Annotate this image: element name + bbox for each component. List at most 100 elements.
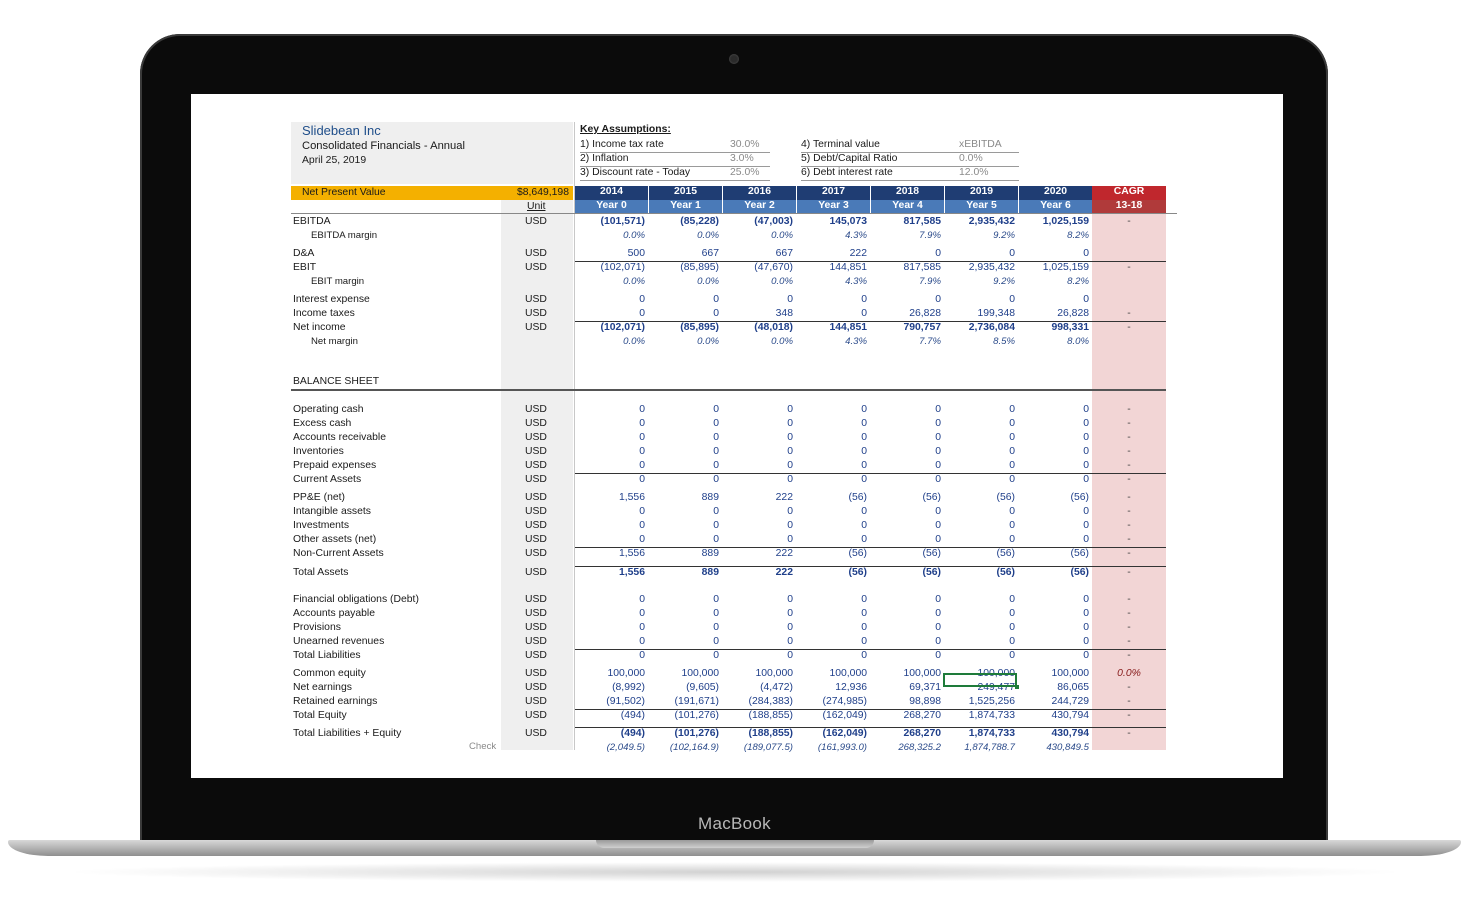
value-cell[interactable]: 0 — [935, 460, 941, 471]
value-cell[interactable]: 8.0% — [1067, 336, 1089, 347]
value-cell[interactable]: (56) — [922, 548, 941, 559]
cagr-cell[interactable]: - — [1127, 308, 1131, 319]
value-cell[interactable]: 0 — [935, 446, 941, 457]
value-cell[interactable]: 0.0% — [697, 336, 719, 347]
cagr-cell[interactable]: - — [1127, 594, 1131, 605]
value-cell[interactable]: 222 — [775, 567, 793, 578]
row-label[interactable]: Common equity — [293, 668, 366, 679]
value-cell[interactable]: 0 — [1009, 520, 1015, 531]
value-cell[interactable]: 0 — [1009, 594, 1015, 605]
value-cell[interactable]: (101,571) — [600, 216, 645, 227]
cagr-cell[interactable]: - — [1127, 567, 1131, 578]
value-cell[interactable]: 1,874,733 — [968, 710, 1015, 721]
year-index-header[interactable]: Year 2 — [723, 200, 796, 213]
value-cell[interactable]: 0 — [1083, 506, 1089, 517]
row-unit[interactable]: USD — [525, 404, 547, 415]
value-cell[interactable]: (162,049) — [822, 728, 867, 739]
value-cell[interactable]: 4.3% — [845, 230, 867, 241]
value-cell[interactable]: 7.9% — [919, 230, 941, 241]
selected-cell[interactable] — [943, 673, 1017, 687]
value-cell[interactable]: 817,585 — [903, 216, 941, 227]
value-cell[interactable]: 0 — [861, 308, 867, 319]
value-cell[interactable]: 0 — [935, 474, 941, 485]
cagr-cell[interactable]: - — [1127, 216, 1131, 227]
row-label[interactable]: Total Equity — [293, 710, 347, 721]
value-cell[interactable]: (56) — [848, 567, 867, 578]
row-label[interactable]: Retained earnings — [293, 696, 378, 707]
value-cell[interactable]: 0 — [861, 404, 867, 415]
value-cell[interactable]: (161,993.0) — [817, 742, 867, 753]
value-cell[interactable]: 0 — [787, 432, 793, 443]
row-unit[interactable]: USD — [525, 636, 547, 647]
value-cell[interactable]: 0 — [1009, 506, 1015, 517]
value-cell[interactable]: 1,874,788.7 — [964, 742, 1015, 753]
value-cell[interactable]: 199,348 — [977, 308, 1015, 319]
cagr-cell[interactable]: - — [1127, 404, 1131, 415]
value-cell[interactable]: 222 — [849, 248, 867, 259]
value-cell[interactable]: (56) — [922, 492, 941, 503]
value-cell[interactable]: 144,851 — [829, 322, 867, 333]
value-cell[interactable]: 0 — [1009, 636, 1015, 647]
value-cell[interactable]: 1,874,733 — [968, 728, 1015, 739]
value-cell[interactable]: 0 — [861, 636, 867, 647]
value-cell[interactable]: (56) — [848, 548, 867, 559]
cagr-cell[interactable]: - — [1127, 622, 1131, 633]
value-cell[interactable]: 0 — [861, 294, 867, 305]
value-cell[interactable]: 4.3% — [845, 276, 867, 287]
value-cell[interactable]: 0.0% — [771, 276, 793, 287]
value-cell[interactable]: 0 — [935, 650, 941, 661]
row-unit[interactable]: USD — [525, 696, 547, 707]
value-cell[interactable]: 0 — [639, 404, 645, 415]
value-cell[interactable]: (91,502) — [606, 696, 645, 707]
cagr-cell[interactable]: - — [1127, 728, 1131, 739]
value-cell[interactable]: 2,935,432 — [968, 216, 1015, 227]
value-cell[interactable]: 0 — [639, 594, 645, 605]
value-cell[interactable]: (102,071) — [600, 262, 645, 273]
value-cell[interactable]: 100,000 — [1051, 668, 1089, 679]
row-unit[interactable]: USD — [525, 534, 547, 545]
value-cell[interactable]: 998,331 — [1051, 322, 1089, 333]
value-cell[interactable]: 26,828 — [909, 308, 941, 319]
value-cell[interactable]: 0.0% — [623, 336, 645, 347]
value-cell[interactable]: 0 — [1009, 418, 1015, 429]
value-cell[interactable]: 0 — [935, 404, 941, 415]
value-cell[interactable]: 0 — [1083, 520, 1089, 531]
value-cell[interactable]: 0 — [1009, 294, 1015, 305]
value-cell[interactable]: 0 — [713, 308, 719, 319]
value-cell[interactable]: (2,049.5) — [606, 742, 645, 753]
assumption-value[interactable]: 0.0% — [959, 153, 983, 164]
cagr-range[interactable]: 13-18 — [1092, 200, 1166, 213]
fill-handle[interactable] — [1015, 685, 1019, 689]
value-cell[interactable]: 8.5% — [993, 336, 1015, 347]
year-index-header[interactable]: Year 4 — [871, 200, 944, 213]
value-cell[interactable]: 0 — [935, 622, 941, 633]
row-unit[interactable]: USD — [525, 460, 547, 471]
value-cell[interactable]: 4.3% — [845, 336, 867, 347]
value-cell[interactable]: 0 — [787, 294, 793, 305]
value-cell[interactable]: 0 — [639, 506, 645, 517]
value-cell[interactable]: 0 — [1009, 446, 1015, 457]
value-cell[interactable]: 222 — [775, 492, 793, 503]
row-unit[interactable]: USD — [525, 710, 547, 721]
value-cell[interactable]: 0 — [787, 404, 793, 415]
row-label[interactable]: Unearned revenues — [293, 636, 385, 647]
value-cell[interactable]: 0 — [1083, 248, 1089, 259]
value-cell[interactable]: 0 — [1083, 294, 1089, 305]
npv-bar[interactable]: Net Present Value $8,649,198 — [291, 186, 573, 200]
row-label[interactable]: Accounts payable — [293, 608, 376, 619]
cagr-cell[interactable]: - — [1127, 534, 1131, 545]
value-cell[interactable]: 268,270 — [903, 728, 941, 739]
value-cell[interactable]: 0 — [639, 608, 645, 619]
value-cell[interactable]: 0.0% — [623, 230, 645, 241]
value-cell[interactable]: 0 — [1009, 248, 1015, 259]
assumption-value[interactable]: 25.0% — [730, 167, 760, 178]
value-cell[interactable]: 0 — [639, 650, 645, 661]
value-cell[interactable]: 0 — [1009, 608, 1015, 619]
row-unit[interactable]: USD — [525, 308, 547, 319]
value-cell[interactable]: (47,003) — [754, 216, 793, 227]
cagr-header[interactable]: CAGR — [1092, 186, 1166, 200]
cagr-cell[interactable]: - — [1127, 262, 1131, 273]
cagr-cell[interactable]: - — [1127, 446, 1131, 457]
value-cell[interactable]: 222 — [775, 548, 793, 559]
row-label[interactable]: Provisions — [293, 622, 341, 633]
